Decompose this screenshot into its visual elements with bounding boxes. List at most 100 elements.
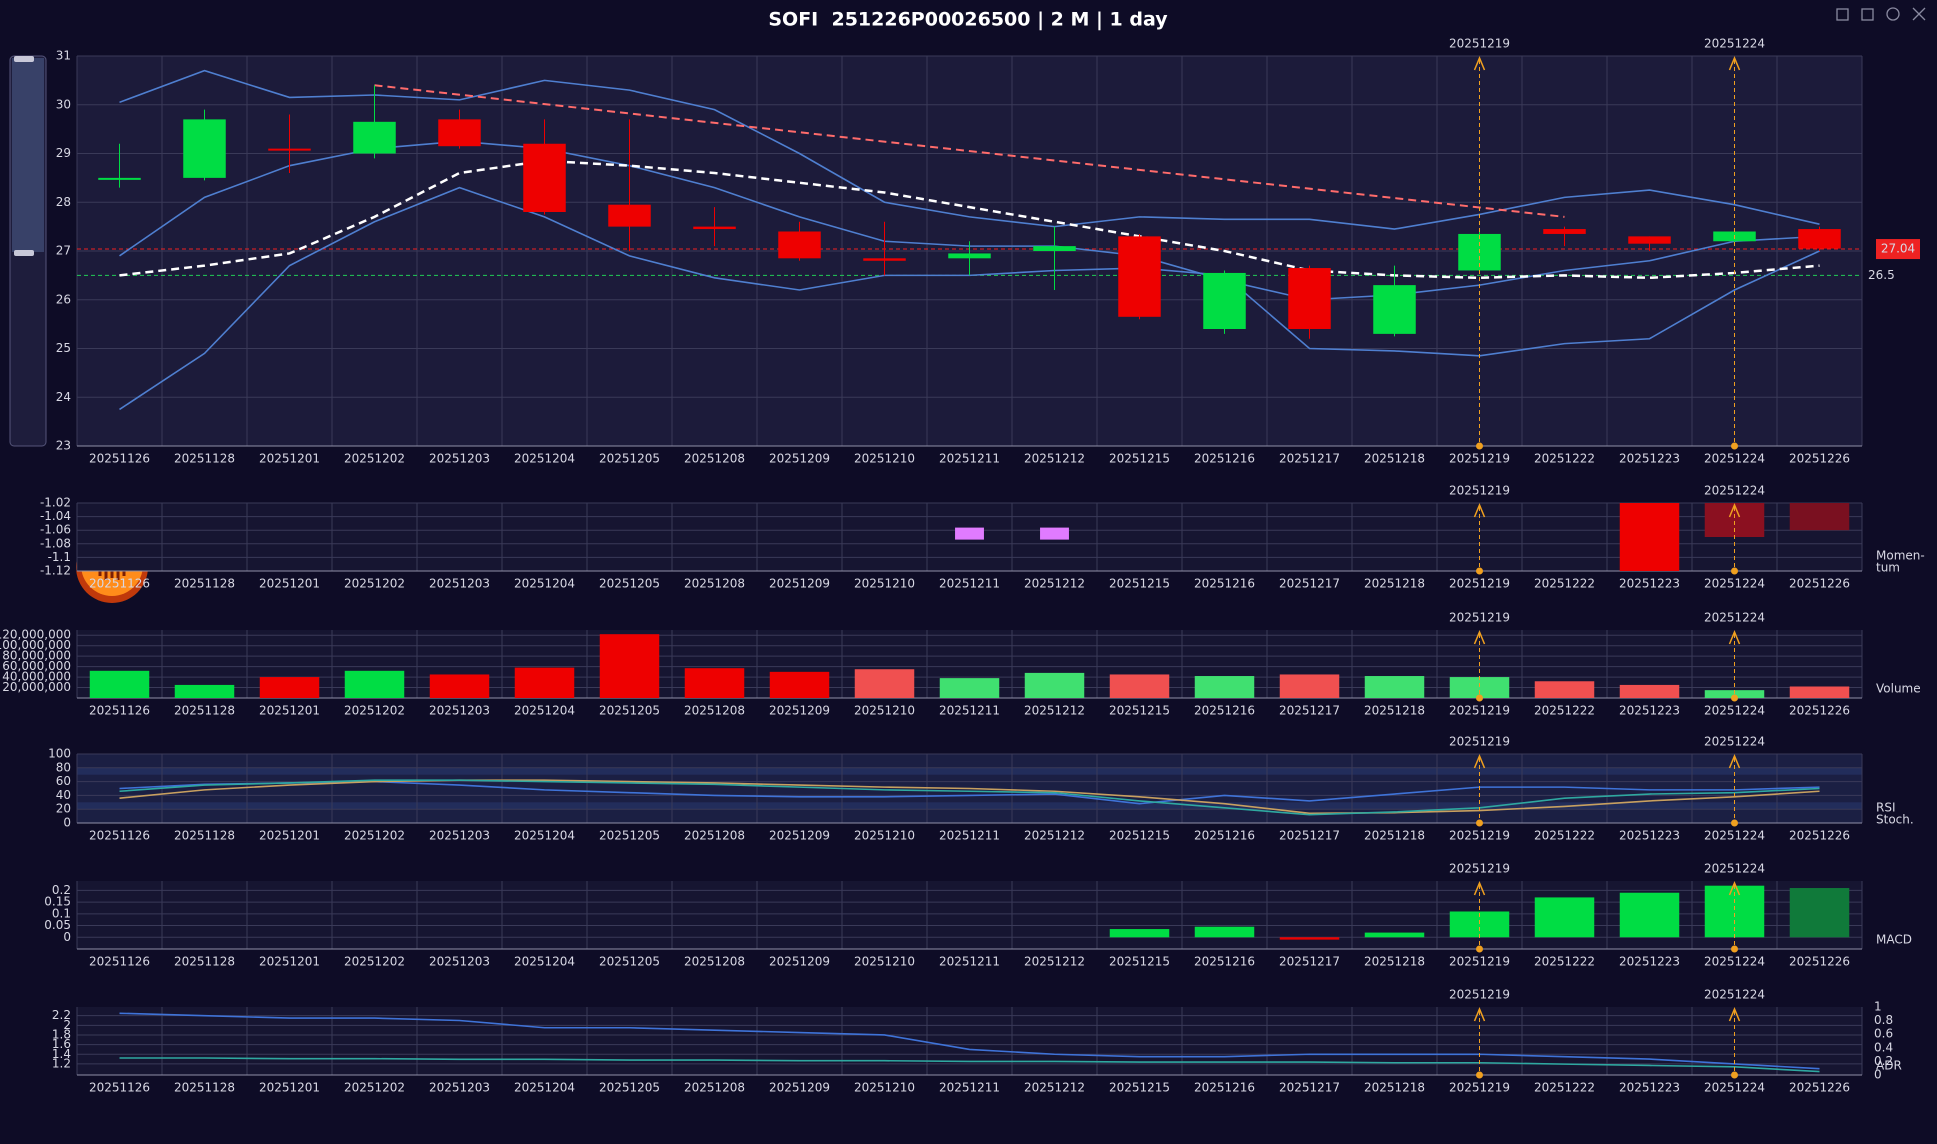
x-tick-label: 20251216 (1194, 452, 1255, 466)
x-tick-label: 20251226 (1789, 577, 1850, 591)
bar (1789, 888, 1850, 938)
x-tick-label: 20251215 (1109, 452, 1170, 466)
x-tick-label: 20251201 (259, 1081, 320, 1095)
candle-body (98, 177, 141, 180)
x-tick-label: 20251226 (1789, 1081, 1850, 1095)
bar (684, 668, 745, 698)
x-tick-label: 20251209 (769, 452, 830, 466)
y-tick-label: 2 (63, 1018, 71, 1032)
x-tick-label: 20251211 (939, 955, 1000, 969)
x-tick-label: 20251217 (1279, 577, 1340, 591)
x-tick-label: 20251202 (344, 704, 405, 718)
x-tick-label: 20251204 (514, 955, 575, 969)
x-tick-label: 20251204 (514, 829, 575, 843)
y-tick-label: 120,000,000 (0, 628, 71, 642)
zoom-slider[interactable] (9, 55, 47, 447)
x-tick-label: 20251223 (1619, 704, 1680, 718)
tool-icon[interactable] (1861, 8, 1874, 21)
bar (1619, 684, 1680, 698)
x-tick-label: 20251218 (1364, 1081, 1425, 1095)
bar (1194, 676, 1255, 698)
y-tick-label: 26 (56, 292, 71, 306)
toolbar[interactable] (1836, 7, 1926, 21)
y-tick-label: 30 (56, 97, 71, 111)
x-tick-label: 20251201 (259, 829, 320, 843)
tool-icon[interactable] (1912, 7, 1926, 21)
marker-label: 20251219 (1449, 611, 1510, 625)
y-tick-label: 0 (63, 930, 71, 944)
x-tick-label: 20251215 (1109, 577, 1170, 591)
x-tick-label: 20251128 (174, 955, 235, 969)
y-tick-label: 80,000,000 (2, 649, 71, 663)
y-tick-label: 20,000,000 (2, 680, 71, 694)
y-tick-label: 25 (56, 341, 71, 355)
slider-handle[interactable] (14, 56, 34, 62)
x-tick-label: 20251223 (1619, 1081, 1680, 1095)
x-tick-label: 20251202 (344, 452, 405, 466)
x-tick-label: 20251209 (769, 829, 830, 843)
x-tick-label: 20251208 (684, 704, 745, 718)
x-tick-label: 20251216 (1194, 1081, 1255, 1095)
candle-body (183, 119, 226, 178)
tool-icon[interactable] (1886, 7, 1900, 21)
bar (1024, 672, 1085, 698)
bar (1364, 932, 1425, 938)
x-tick-label: 20251222 (1534, 577, 1595, 591)
marker-dot (1476, 694, 1483, 702)
bar (1534, 681, 1595, 698)
overlay-line (119, 159, 1820, 280)
x-tick-label: 20251209 (769, 704, 830, 718)
x-tick-label: 20251217 (1279, 704, 1340, 718)
bar (514, 667, 575, 698)
marker-dot (1731, 945, 1738, 953)
x-tick-label: 20251222 (1534, 955, 1595, 969)
marker-dot (1476, 1071, 1483, 1079)
x-tick-label: 20251224 (1704, 955, 1765, 969)
y-tick-label: -1.02 (40, 496, 71, 510)
panel: 1.21.41.61.822.2 00.20.40.60.81 20251126 20… (52, 988, 1902, 1095)
x-tick-label: 20251215 (1109, 955, 1170, 969)
x-tick-label: 20251204 (514, 1081, 575, 1095)
marker-label: 20251224 (1704, 611, 1765, 625)
x-tick-label: 20251219 (1449, 1081, 1510, 1095)
x-tick-label: 20251217 (1279, 955, 1340, 969)
band (77, 802, 1862, 810)
panel: 23 24 25 26 27 28 29 30 31 20251126 20251128 202512… (56, 37, 1920, 466)
marker-dot (1731, 694, 1738, 702)
x-tick-label: 20251209 (769, 955, 830, 969)
marker-arrow (1728, 503, 1741, 518)
x-tick-label: 20251205 (599, 955, 660, 969)
tool-icon[interactable] (1836, 8, 1849, 21)
candle-body (1373, 285, 1416, 334)
x-tick-label: 20251218 (1364, 704, 1425, 718)
x-tick-label: 20251209 (769, 577, 830, 591)
x-tick-label: 20251201 (259, 704, 320, 718)
y-tick-label: 1.6 (52, 1037, 71, 1051)
x-tick-label: 20251222 (1534, 452, 1595, 466)
marker-dot (1731, 567, 1738, 575)
candle-body (608, 204, 651, 227)
x-tick-label: 20251223 (1619, 829, 1680, 843)
slider-window[interactable] (12, 58, 44, 252)
bar (599, 634, 660, 698)
x-tick-label: 20251218 (1364, 452, 1425, 466)
candle-body (1118, 236, 1161, 317)
x-tick-label: 20251215 (1109, 704, 1170, 718)
marker-arrow (1728, 754, 1741, 769)
x-tick-label: 20251217 (1279, 452, 1340, 466)
panel-label: RSI (1876, 801, 1896, 815)
marker-arrow (1473, 630, 1486, 645)
bar (89, 670, 150, 698)
candle-body (1288, 268, 1331, 329)
x-tick-label: 20251223 (1619, 577, 1680, 591)
marker-label: 20251224 (1704, 484, 1765, 498)
chart-title: SOFI 251226P00026500 | 2 M | 1 day (768, 9, 1168, 31)
marker-arrow (1728, 56, 1741, 71)
y-tick-label: 100,000,000 (0, 638, 71, 652)
marker-arrow (1728, 630, 1741, 645)
bar (174, 684, 235, 698)
slider-handle[interactable] (14, 250, 34, 256)
x-tick-label: 20251126 (89, 704, 150, 718)
y-tick-label: 80 (56, 760, 71, 774)
candle-body (1543, 229, 1586, 234)
